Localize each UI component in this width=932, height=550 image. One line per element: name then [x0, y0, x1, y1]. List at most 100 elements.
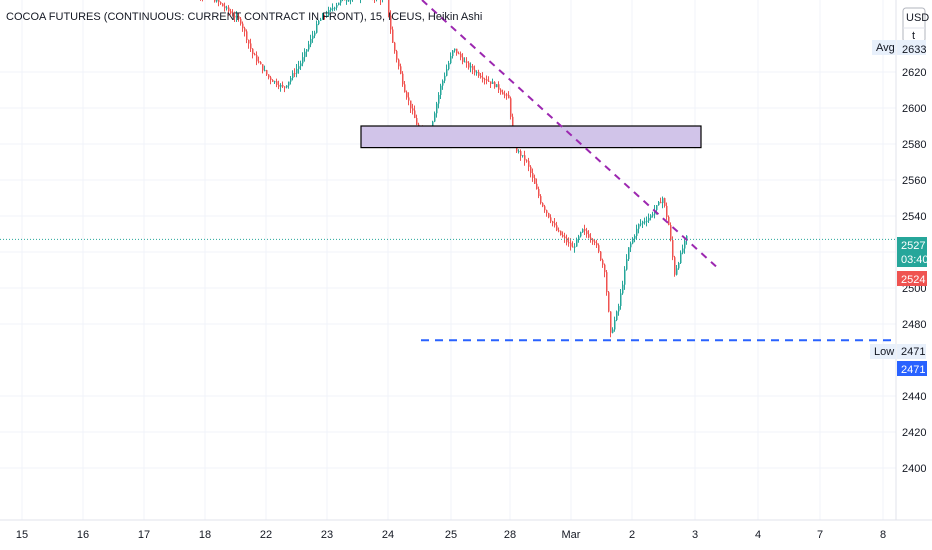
price-tick-label: 2540: [902, 211, 926, 223]
candle-body: [446, 69, 448, 76]
candle-body: [286, 85, 288, 88]
candle-body: [468, 62, 470, 68]
candle-body: [474, 69, 476, 73]
candle-body: [464, 61, 466, 63]
candle-body: [526, 160, 528, 162]
bid-price-value: 2524: [901, 274, 925, 286]
candle-body: [218, 0, 220, 3]
candle-body: [310, 38, 312, 45]
candle-body: [624, 269, 626, 285]
candle-body: [636, 228, 638, 236]
candle-body: [586, 230, 588, 235]
candle-body: [228, 7, 230, 12]
unit-label: t: [912, 30, 915, 42]
candle-body: [608, 292, 610, 312]
candle-body: [528, 160, 530, 167]
candle-body: [258, 61, 260, 63]
descending-trendline[interactable]: [421, 0, 717, 268]
date-tick-label: 2: [629, 529, 635, 541]
candle-body: [686, 235, 688, 241]
candle-body: [298, 66, 300, 69]
candle-body: [410, 100, 412, 109]
candle-body: [282, 85, 284, 87]
candle-body: [678, 263, 680, 269]
candle-body: [246, 31, 248, 40]
candle-body: [612, 329, 614, 333]
candle-body: [274, 81, 276, 83]
price-axis[interactable]: 2400242024402480250025202540256025802600…: [902, 67, 926, 475]
candle-body: [434, 113, 436, 122]
candle-body: [662, 198, 664, 204]
candle-body: [396, 51, 398, 60]
candle-body: [268, 74, 270, 78]
date-tick-label: 16: [77, 529, 89, 541]
candle-body: [582, 229, 584, 233]
bid-price-badge: 2524: [897, 271, 927, 286]
low-tag: Low 2471: [870, 344, 926, 359]
candle-body: [440, 85, 442, 95]
candle-body: [542, 203, 544, 207]
candle-body: [260, 62, 262, 65]
candle-body: [394, 42, 396, 52]
price-tick-label: 2480: [902, 319, 926, 331]
candle-body: [510, 98, 512, 117]
candle-body: [558, 230, 560, 232]
candle-body: [536, 183, 538, 190]
candle-body: [504, 94, 506, 96]
candle-body: [312, 35, 314, 39]
candle-body: [284, 86, 286, 88]
candle-body: [584, 229, 586, 231]
candle-body: [616, 311, 618, 321]
candle-body: [642, 221, 644, 224]
candle-body: [266, 70, 268, 75]
date-tick-label: 15: [16, 529, 28, 541]
candle-body: [452, 50, 454, 57]
candle-body: [400, 66, 402, 74]
candle-body: [402, 73, 404, 85]
candle-body: [302, 57, 304, 64]
candle-body: [534, 177, 536, 184]
candle-body: [334, 7, 336, 9]
candle-body: [530, 166, 532, 174]
candle-body: [456, 48, 458, 54]
candle-body: [320, 19, 322, 21]
candle-body: [280, 85, 282, 87]
candle-body: [540, 196, 542, 204]
candle-body: [480, 75, 482, 78]
low-price-value: 2471: [901, 364, 925, 376]
candle-body: [498, 84, 500, 90]
candle-body: [294, 73, 296, 75]
candle-body: [560, 230, 562, 235]
candle-body: [404, 84, 406, 93]
candle-body: [238, 16, 240, 19]
candle-body: [610, 311, 612, 333]
candle-body: [484, 79, 486, 81]
candle-body: [596, 242, 598, 246]
candle-body: [278, 84, 280, 87]
candle-body: [538, 189, 540, 197]
date-tick-label: 3: [692, 529, 698, 541]
resistance-zone[interactable]: [360, 125, 702, 149]
candle-body: [598, 245, 600, 252]
candle-body: [300, 63, 302, 67]
candlesticks: [200, 0, 688, 338]
avg-tag: Avg 2633: [872, 40, 926, 56]
candle-body: [462, 57, 464, 62]
low-tag-value: 2471: [901, 346, 925, 358]
currency-button[interactable]: USD t: [902, 7, 929, 43]
candle-body: [466, 61, 468, 63]
candle-body: [314, 32, 316, 36]
candle-body: [494, 82, 496, 88]
time-axis[interactable]: 15 16 17 18 22 23 24 25 28 Mar 2 3 4 7 8: [16, 529, 886, 541]
candle-body: [578, 236, 580, 240]
candle-body: [398, 59, 400, 67]
candle-body: [492, 82, 494, 84]
candle-body: [288, 81, 290, 86]
candle-body: [650, 215, 652, 218]
candle-body: [482, 77, 484, 80]
candle-body: [600, 251, 602, 261]
candle-body: [672, 240, 674, 258]
chart-grid: [0, 0, 896, 520]
candle-body: [460, 53, 462, 58]
